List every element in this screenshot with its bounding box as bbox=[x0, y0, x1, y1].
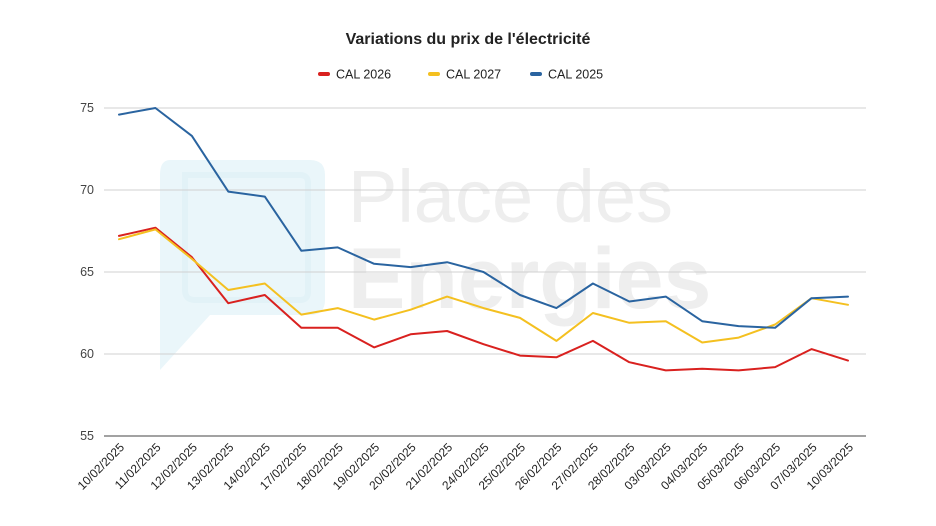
legend-item: CAL 2025 bbox=[530, 68, 603, 82]
y-tick-label: 70 bbox=[80, 183, 94, 197]
legend: CAL 2026 CAL 2027 CAL 2025 bbox=[318, 68, 603, 82]
legend-swatch bbox=[530, 72, 542, 76]
legend-label: CAL 2027 bbox=[446, 68, 501, 82]
watermark: Place des Energies bbox=[160, 155, 711, 370]
legend-item: CAL 2027 bbox=[428, 68, 501, 82]
watermark-logo-icon bbox=[160, 160, 325, 370]
x-axis: 10/02/202511/02/202512/02/202513/02/2025… bbox=[75, 440, 857, 493]
series-group bbox=[118, 107, 849, 372]
legend-label: CAL 2025 bbox=[548, 68, 603, 82]
y-tick-label: 55 bbox=[80, 429, 94, 443]
legend-swatch bbox=[318, 72, 330, 76]
legend-swatch bbox=[428, 72, 440, 76]
series-line-1 bbox=[118, 226, 849, 372]
y-axis: 55 60 65 70 75 bbox=[80, 101, 94, 443]
y-tick-label: 60 bbox=[80, 347, 94, 361]
y-tick-label: 75 bbox=[80, 101, 94, 115]
y-tick-label: 65 bbox=[80, 265, 94, 279]
series-line-3 bbox=[118, 107, 849, 329]
legend-label: CAL 2026 bbox=[336, 68, 391, 82]
series-line-2 bbox=[118, 228, 849, 344]
legend-item: CAL 2026 bbox=[318, 68, 391, 82]
watermark-line1: Place des bbox=[348, 155, 673, 238]
chart-title: Variations du prix de l'électricité bbox=[346, 31, 591, 48]
